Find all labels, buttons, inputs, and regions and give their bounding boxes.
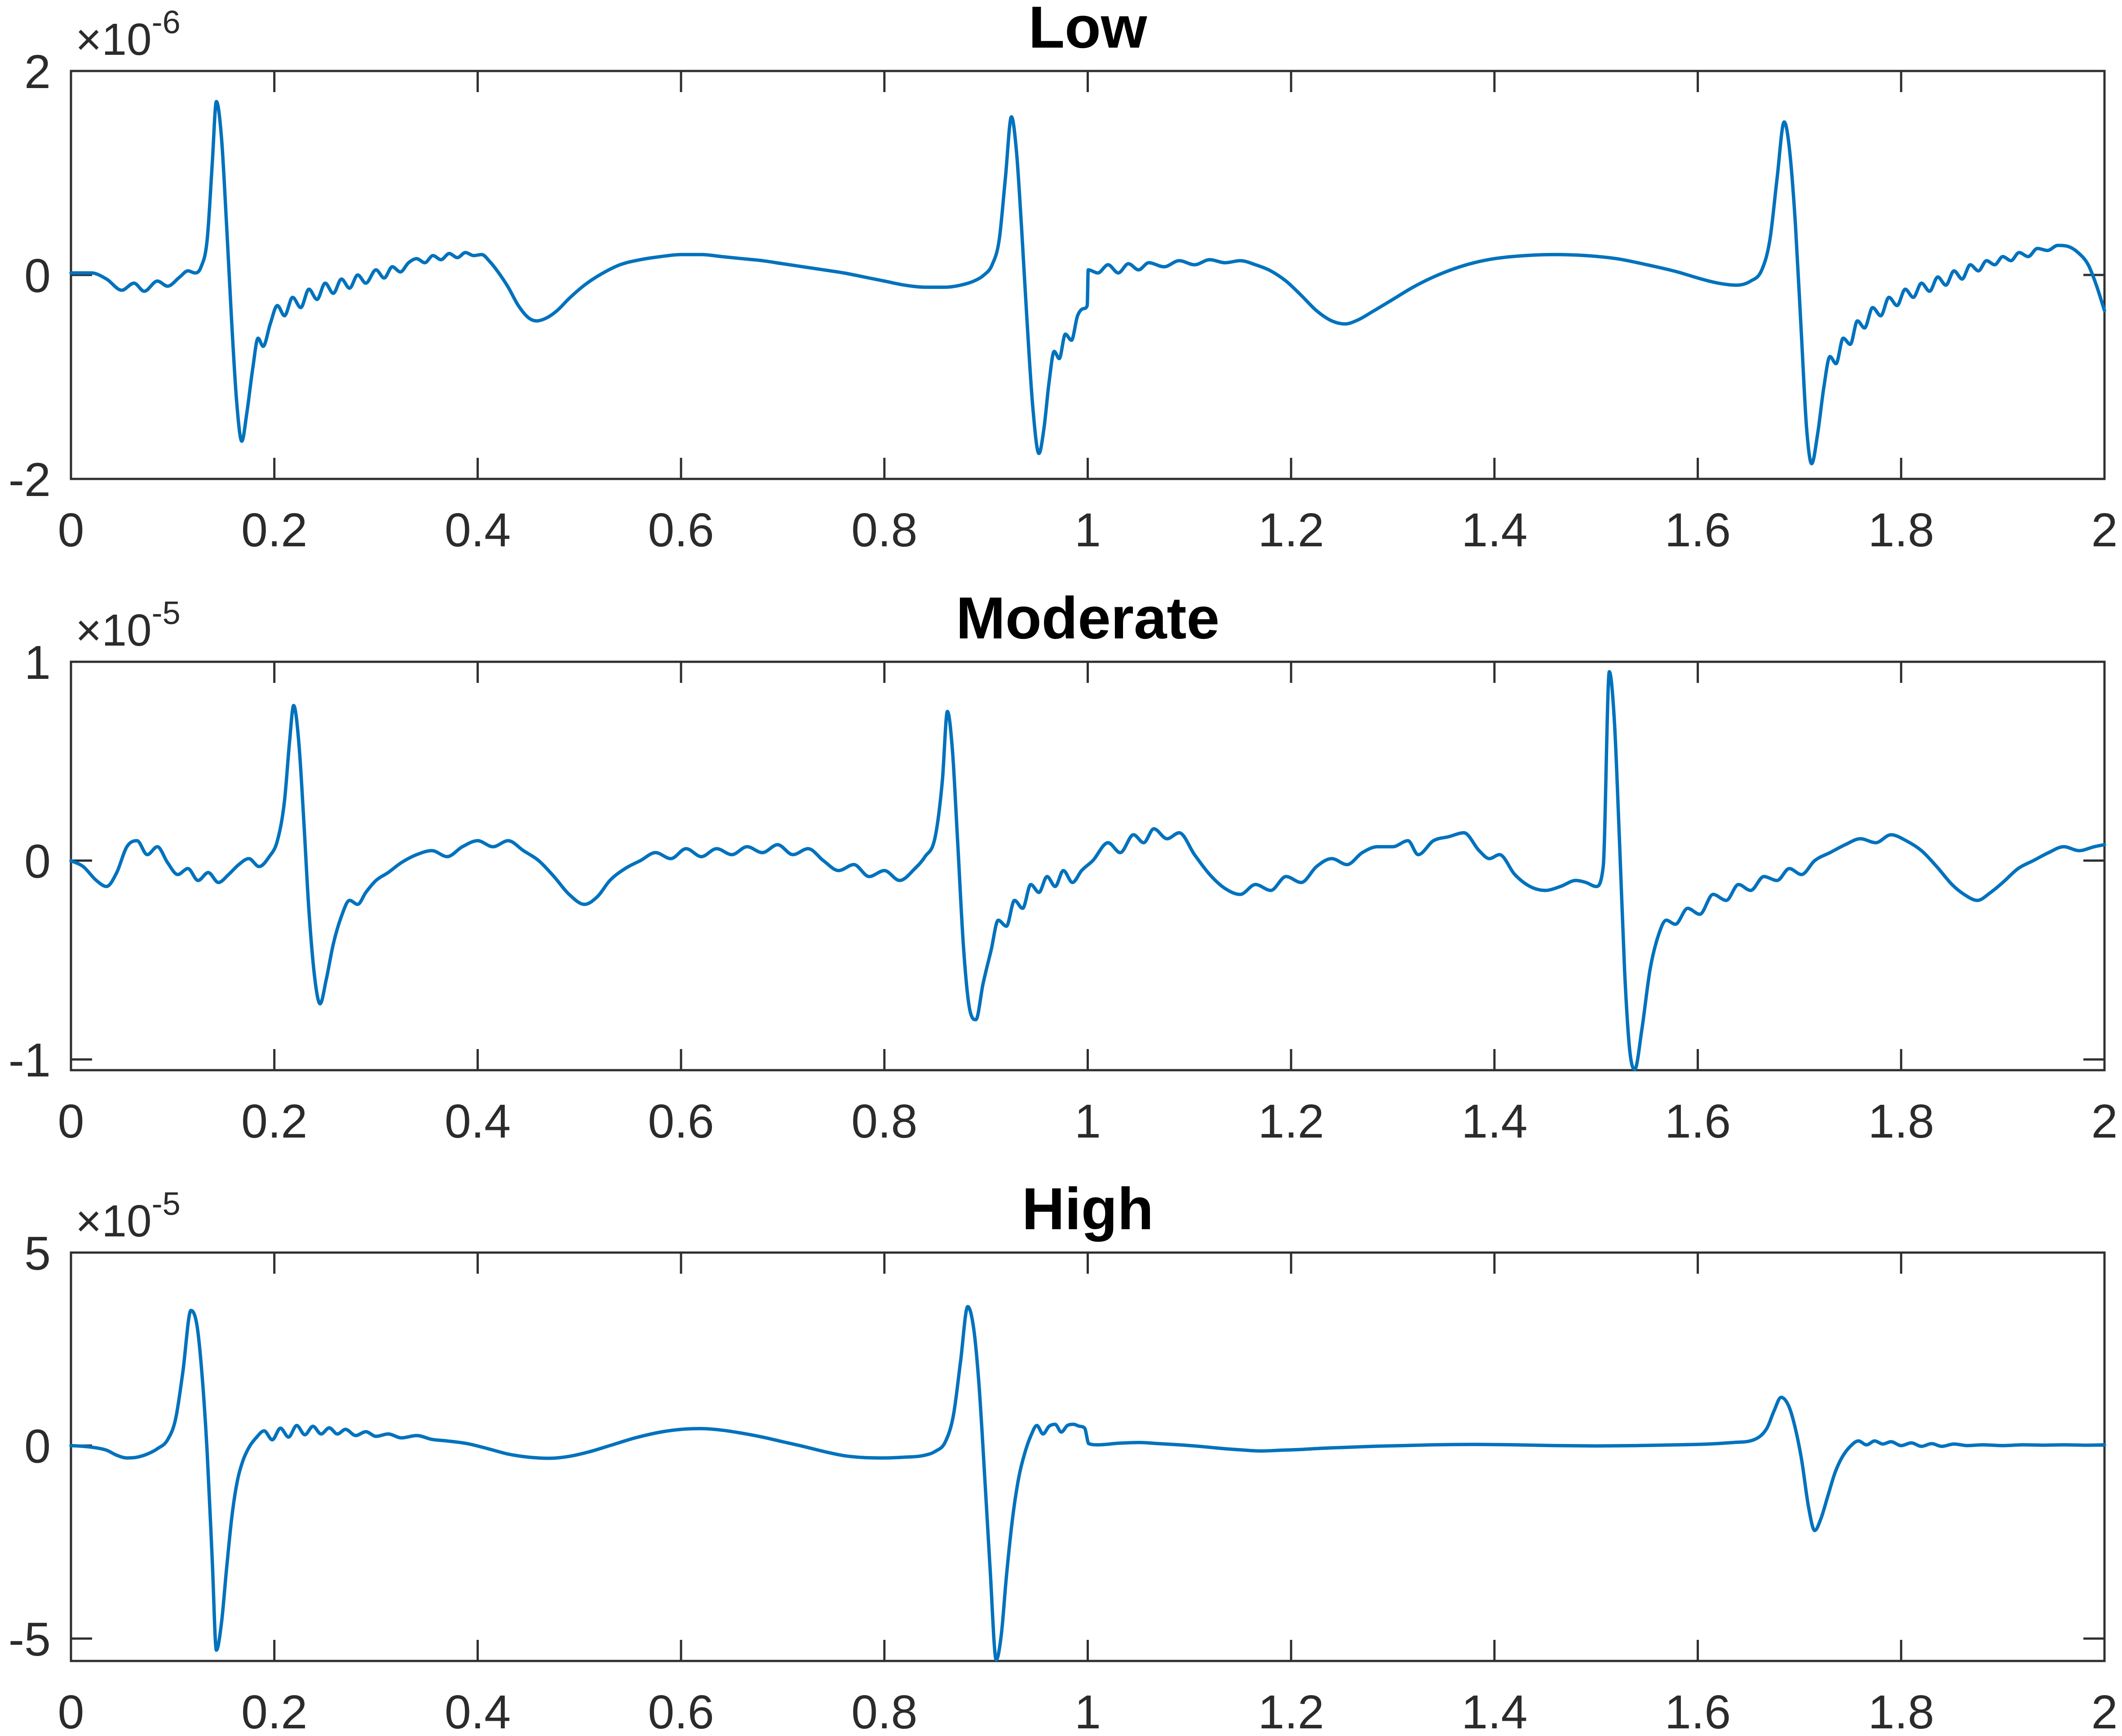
x-tick-label-high: 0.2 bbox=[241, 1686, 307, 1736]
x-tick-label-moderate: 0.2 bbox=[241, 1095, 307, 1148]
x-tick-label-moderate: 0 bbox=[58, 1095, 84, 1148]
x-tick-label-low: 1.8 bbox=[1868, 504, 1934, 557]
subplot-low: Low×10-60 0.2 0.4 0.6 0.8 1 1.2 1.4 1.6 1.8 2-202 bbox=[9, 0, 2118, 557]
signal-line-moderate bbox=[69, 670, 2106, 1071]
x-tick-label-moderate: 0.6 bbox=[648, 1095, 714, 1148]
x-tick-label-low: 1.4 bbox=[1461, 504, 1527, 557]
subplot-title-moderate: Moderate bbox=[956, 585, 1220, 651]
signal-line-low bbox=[69, 100, 2106, 465]
x-tick-label-low: 0.4 bbox=[445, 504, 511, 557]
y-tick-label-moderate: 0 bbox=[24, 835, 51, 888]
x-tick-label-moderate: 2 bbox=[2091, 1095, 2118, 1148]
x-tick-label-high: 0 bbox=[58, 1686, 84, 1736]
y-tick-label-low: 2 bbox=[24, 45, 51, 98]
y-tick-label-low: -2 bbox=[9, 453, 51, 506]
x-tick-label-high: 1.2 bbox=[1258, 1686, 1324, 1736]
x-tick-label-low: 2 bbox=[2091, 504, 2118, 557]
x-tick-label-moderate: 1.4 bbox=[1461, 1095, 1527, 1148]
x-tick-label-high: 0.6 bbox=[648, 1686, 714, 1736]
y-tick-label-high: -5 bbox=[9, 1613, 51, 1666]
x-tick-label-moderate: 1.8 bbox=[1868, 1095, 1934, 1148]
y-tick-label-high: 0 bbox=[24, 1420, 51, 1473]
signal-line-high bbox=[69, 1305, 2106, 1662]
x-tick-label-low: 0 bbox=[58, 504, 84, 557]
x-tick-label-high: 1 bbox=[1074, 1686, 1101, 1736]
x-tick-label-high: 1.8 bbox=[1868, 1686, 1934, 1736]
x-tick-label-low: 0.8 bbox=[851, 504, 917, 557]
x-tick-label-low: 0.6 bbox=[648, 504, 714, 557]
x-tick-label-low: 1.6 bbox=[1665, 504, 1731, 557]
x-tick-label-high: 1.4 bbox=[1461, 1686, 1527, 1736]
x-tick-label-low: 0.2 bbox=[241, 504, 307, 557]
y-axis-exponent-high: ×10-5 bbox=[75, 1186, 181, 1246]
y-tick-label-moderate: -1 bbox=[9, 1034, 51, 1087]
subplot-title-high: High bbox=[1022, 1176, 1154, 1242]
x-tick-label-high: 0.8 bbox=[851, 1686, 917, 1736]
x-tick-label-low: 1 bbox=[1074, 504, 1101, 557]
x-tick-label-moderate: 1.6 bbox=[1665, 1095, 1731, 1148]
x-tick-label-moderate: 0.8 bbox=[851, 1095, 917, 1148]
x-tick-label-high: 0.4 bbox=[445, 1686, 511, 1736]
x-tick-label-moderate: 0.4 bbox=[445, 1095, 511, 1148]
x-tick-label-moderate: 1.2 bbox=[1258, 1095, 1324, 1148]
y-tick-label-high: 5 bbox=[24, 1227, 51, 1280]
x-tick-label-low: 1.2 bbox=[1258, 504, 1324, 557]
subplot-moderate: Moderate×10-50 0.2 0.4 0.6 0.8 1 1.2 1.4 1.6 1.8 2… bbox=[9, 585, 2118, 1148]
y-tick-label-moderate: 1 bbox=[24, 636, 51, 689]
x-tick-label-moderate: 1 bbox=[1074, 1095, 1101, 1148]
y-tick-label-low: 0 bbox=[24, 249, 51, 302]
x-tick-label-high: 1.6 bbox=[1665, 1686, 1731, 1736]
x-tick-label-high: 2 bbox=[2091, 1686, 2118, 1736]
subplot-title-low: Low bbox=[1029, 0, 1147, 60]
subplot-high: High×10-50 0.2 0.4 0.6 0.8 1 1.2 1.4 1.6 1.8 2-505 bbox=[9, 1176, 2118, 1736]
